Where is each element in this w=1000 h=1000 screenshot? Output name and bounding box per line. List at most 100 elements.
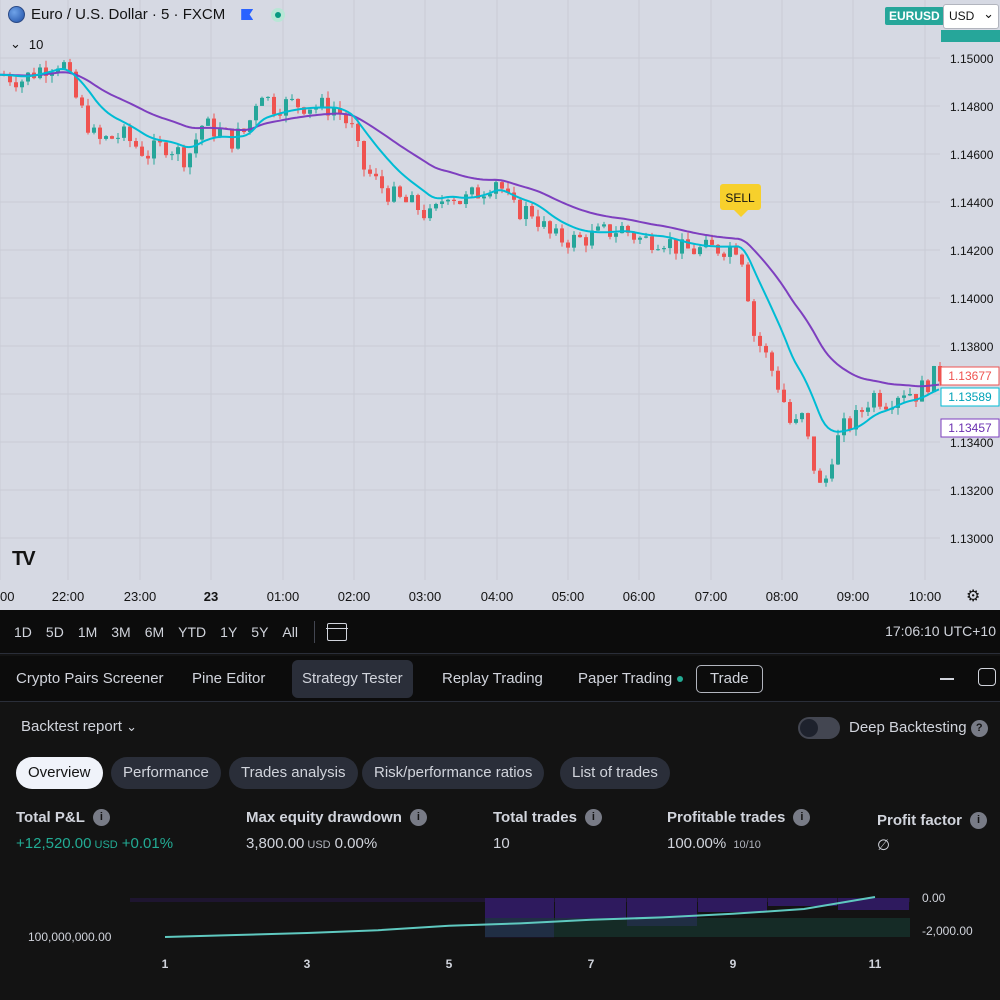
trade-button[interactable]: Trade: [696, 665, 763, 693]
currency-select[interactable]: USD: [943, 4, 999, 29]
candle-body: [866, 407, 870, 412]
profitable-trades-label: Profitable trades i: [667, 809, 811, 826]
candle-body: [758, 335, 762, 346]
tf-1m[interactable]: 1M: [77, 623, 98, 640]
price-tick-label: 1.14400: [950, 196, 994, 210]
candle-body: [656, 249, 660, 251]
tf-5y[interactable]: 5Y: [251, 623, 269, 640]
tf-3m[interactable]: 3M: [111, 623, 131, 640]
total-trades-title: Total trades: [493, 809, 577, 826]
candle-body: [932, 366, 936, 393]
candle-body: [134, 141, 138, 147]
candle-body: [800, 413, 804, 420]
globe-icon: [8, 6, 25, 23]
bottom-tab-bar: Crypto Pairs Screener Pine Editor Strate…: [0, 656, 1000, 702]
tf-5d[interactable]: 5D: [45, 623, 64, 640]
candle-body: [236, 128, 240, 149]
gear-icon[interactable]: ⚙: [966, 588, 981, 605]
candle-body: [662, 248, 666, 250]
time-tick-label: 02:00: [338, 589, 371, 604]
price-chart[interactable]: 1.15000 1.14800 1.14600 1.14400 1.14200 1.140…: [0, 0, 1000, 610]
info-icon[interactable]: i: [793, 809, 811, 826]
tf-all[interactable]: All: [282, 623, 298, 640]
tab-performance[interactable]: Performance: [111, 757, 221, 789]
candle-body: [878, 393, 882, 407]
total-trades-label: Total trades i: [493, 809, 602, 826]
candle-body: [746, 264, 750, 302]
time-tick-label: 07:00: [695, 589, 728, 604]
candle-body: [392, 186, 396, 202]
chart-header: Euro / U.S. Dollar · 5 · FXCM: [8, 6, 286, 23]
info-icon[interactable]: i: [970, 812, 988, 829]
symbol-title[interactable]: Euro / U.S. Dollar · 5 · FXCM: [31, 6, 226, 23]
maximize-icon[interactable]: [978, 668, 996, 686]
candle-body: [98, 127, 102, 139]
drawdown-value: 3,800.00 USD 0.00%: [246, 835, 377, 852]
calendar-icon[interactable]: [325, 622, 348, 641]
help-icon[interactable]: ?: [970, 719, 988, 737]
candle-body: [644, 236, 648, 238]
candle-body: [818, 470, 822, 483]
candle-body: [620, 225, 624, 234]
info-icon[interactable]: i: [409, 809, 427, 826]
market-status-icon[interactable]: [271, 7, 286, 22]
candle-body: [116, 137, 120, 139]
candle-body: [344, 113, 348, 124]
candle-body: [626, 225, 630, 233]
price-tick-label: 1.13200: [950, 484, 994, 498]
candle-body: [464, 194, 468, 205]
candle-body: [722, 253, 726, 257]
report-title-label: Backtest report: [21, 718, 122, 735]
time-tick-label: 23:00: [124, 589, 157, 604]
tf-1y[interactable]: 1Y: [220, 623, 238, 640]
candle-body: [170, 154, 174, 156]
candle-body: [518, 199, 522, 220]
candle-body: [278, 114, 282, 116]
info-icon[interactable]: i: [92, 809, 110, 826]
minimize-icon[interactable]: [940, 678, 954, 680]
drawdown-bar: [698, 898, 767, 912]
ema-slow-line: [0, 71, 940, 388]
divider: [313, 620, 315, 643]
tab-screener[interactable]: Crypto Pairs Screener: [16, 670, 164, 687]
indicator-toggle[interactable]: ⌄ 10: [10, 36, 43, 52]
tf-ytd[interactable]: YTD: [178, 623, 207, 640]
candle-body: [530, 206, 534, 217]
price-tick-label: 1.13800: [950, 340, 994, 354]
tab-risk-ratios[interactable]: Risk/performance ratios: [362, 757, 545, 789]
candle-body: [824, 478, 828, 483]
flag-icon[interactable]: [241, 9, 254, 20]
candle-body: [308, 109, 312, 114]
candle-body: [896, 397, 900, 408]
tab-pine-editor[interactable]: Pine Editor: [192, 670, 266, 687]
candle-body: [86, 105, 90, 133]
tf-1d[interactable]: 1D: [14, 623, 32, 640]
tab-overview[interactable]: Overview: [16, 757, 103, 789]
tf-6m[interactable]: 6M: [144, 623, 165, 640]
tab-paper-trading[interactable]: Paper Trading: [578, 660, 684, 698]
candle-body: [290, 98, 294, 100]
candle-body: [422, 209, 426, 219]
report-title[interactable]: Backtest report ⌄: [21, 718, 137, 735]
profit-factor-value: ∅: [877, 837, 891, 854]
candle-body: [254, 105, 258, 121]
tab-trades-analysis[interactable]: Trades analysis: [229, 757, 358, 789]
candle-body: [296, 98, 300, 108]
time-tick-label: 22:00: [52, 589, 85, 604]
info-icon[interactable]: i: [584, 809, 602, 826]
candle-body: [194, 139, 198, 154]
tab-strategy-tester[interactable]: Strategy Tester: [292, 660, 413, 698]
candle-body: [584, 237, 588, 246]
ema-fast-label-box: [940, 387, 1000, 407]
deep-backtesting-toggle[interactable]: [798, 717, 840, 739]
total-pnl-pct: +0.01%: [121, 835, 174, 852]
price-tick-label: 1.13000: [950, 532, 994, 546]
chevron-down-icon[interactable]: ⌄: [10, 36, 21, 51]
candle-body: [176, 147, 180, 155]
tab-replay-trading[interactable]: Replay Trading: [442, 670, 543, 687]
clock[interactable]: 17:06:10 UTC+10: [885, 623, 996, 639]
candlestick-chart[interactable]: 1.15000 1.14800 1.14600 1.14400 1.14200 1.140…: [0, 0, 1000, 610]
tab-list-of-trades[interactable]: List of trades: [560, 757, 670, 789]
candle-body: [8, 75, 12, 83]
candle-body: [680, 239, 684, 254]
